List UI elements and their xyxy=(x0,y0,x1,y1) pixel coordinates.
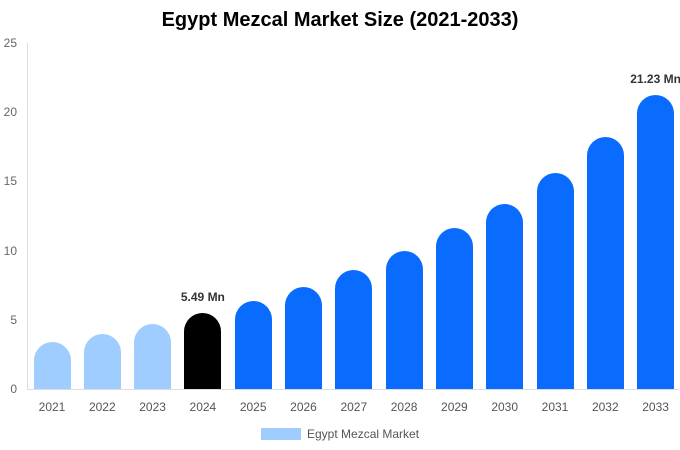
y-tick-label: 25 xyxy=(3,36,17,50)
bar-2025[interactable] xyxy=(234,301,272,389)
x-tick-label: 2025 xyxy=(239,400,267,414)
y-tick-label: 5 xyxy=(10,312,17,327)
x-tick-label: 2023 xyxy=(139,400,166,414)
bar-2033[interactable] xyxy=(637,95,675,389)
legend: Egypt Mezcal Market xyxy=(261,427,419,441)
x-tick-label: 2024 xyxy=(189,400,217,414)
bar-2021[interactable] xyxy=(33,341,71,389)
bar-2028[interactable] xyxy=(385,250,423,389)
x-tick-label: 2026 xyxy=(290,400,317,414)
x-tick-label: 2028 xyxy=(390,400,418,414)
x-tick-label: 2029 xyxy=(441,400,468,414)
x-tick-label: 2021 xyxy=(38,400,66,414)
bar-2023[interactable] xyxy=(134,323,172,389)
bar-2026[interactable] xyxy=(285,286,322,389)
y-tick-label: 0 xyxy=(10,382,17,396)
bar-2022[interactable] xyxy=(83,333,121,389)
data-label: 21.23 Mn xyxy=(630,72,680,87)
bar-2031[interactable] xyxy=(536,173,574,389)
y-tick-label: 20 xyxy=(3,105,17,120)
x-tick-label: 2033 xyxy=(642,400,669,414)
x-tick-label: 2031 xyxy=(541,400,569,414)
x-tick-label: 2032 xyxy=(591,400,619,414)
data-label: 5.49 Mn xyxy=(180,290,225,305)
bar-2024[interactable] xyxy=(184,313,222,389)
y-axis-line xyxy=(27,43,28,389)
legend-label: Egypt Mezcal Market xyxy=(307,427,420,441)
bar-2029[interactable] xyxy=(435,228,473,389)
x-tick-label: 2022 xyxy=(88,400,116,414)
legend-swatch xyxy=(261,428,301,440)
x-tick-label: 2027 xyxy=(340,400,368,414)
bar-2027[interactable] xyxy=(335,269,373,389)
y-tick-label: 15 xyxy=(3,174,17,189)
chart-title: Egypt Mezcal Market Size (2021-2033) xyxy=(161,9,519,31)
x-axis-line xyxy=(27,389,679,390)
bar-2030[interactable] xyxy=(486,203,524,389)
bar-2032[interactable] xyxy=(586,137,624,389)
x-tick-label: 2030 xyxy=(491,400,519,414)
y-tick-label: 10 xyxy=(3,243,17,258)
